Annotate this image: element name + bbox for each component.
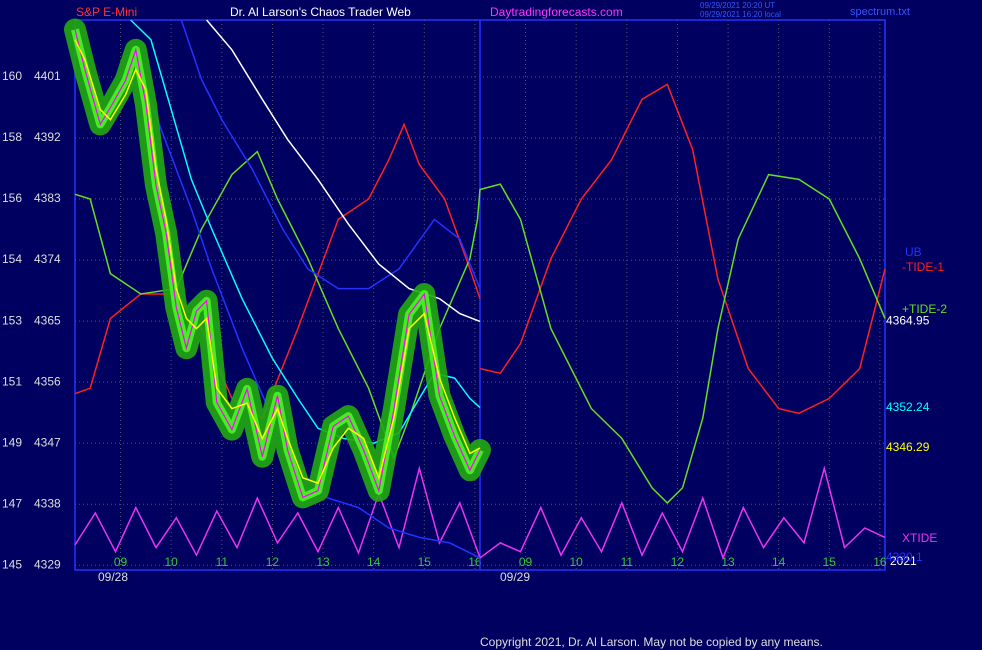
x-tick-label: 10 bbox=[165, 555, 179, 569]
series-line bbox=[74, 83, 886, 420]
y-tick-label: 153 bbox=[2, 313, 22, 327]
y-tick-label: 4356 bbox=[34, 374, 61, 388]
symbol: S&P E-Mini bbox=[76, 5, 137, 19]
y-tick-label: 4365 bbox=[34, 313, 61, 327]
copyright: Copyright 2021, Dr. Al Larson. May not b… bbox=[480, 635, 823, 649]
y-tick-label: 154 bbox=[2, 252, 22, 266]
x-tick-label: 11 bbox=[621, 555, 634, 569]
x-tick-label: 11 bbox=[216, 555, 229, 569]
date-label: 09/28 bbox=[98, 570, 128, 584]
price-label: 4364.95 bbox=[886, 314, 930, 328]
price-label: 4330.1 bbox=[886, 550, 923, 564]
series-line bbox=[74, 150, 886, 504]
y-tick-label: 4338 bbox=[34, 496, 61, 510]
series-line bbox=[74, 39, 481, 485]
series-line bbox=[206, 19, 481, 323]
y-tick-label: 4383 bbox=[34, 191, 61, 205]
x-tick-label: 12 bbox=[266, 555, 280, 569]
timestamp: 09/29/2021 20:20 UT bbox=[700, 1, 775, 10]
y-tick-label: 4392 bbox=[34, 130, 61, 144]
file-name: spectrum.txt bbox=[850, 6, 910, 18]
y-tick-label: 158 bbox=[2, 130, 22, 144]
y-tick-label: 4329 bbox=[34, 557, 61, 571]
y-tick-label: 160 bbox=[2, 69, 22, 83]
x-tick-label: 09 bbox=[519, 555, 533, 569]
price-label: 4346.29 bbox=[886, 440, 930, 454]
y-tick-label: 4347 bbox=[34, 435, 61, 449]
x-tick-label: 12 bbox=[671, 555, 685, 569]
price-label: 4352.24 bbox=[886, 400, 930, 414]
x-tick-label: 09 bbox=[114, 555, 128, 569]
x-tick-label: 13 bbox=[316, 555, 330, 569]
series-line bbox=[180, 19, 481, 290]
x-tick-label: 13 bbox=[721, 555, 735, 569]
y-tick-label: 145 bbox=[2, 557, 22, 571]
legend-label: +TIDE-2 bbox=[902, 302, 947, 316]
site: Daytradingforecasts.com bbox=[490, 5, 623, 19]
timestamp: 09/29/2021 16:20 local bbox=[700, 10, 781, 19]
y-tick-label: 149 bbox=[2, 435, 22, 449]
x-tick-label: 14 bbox=[772, 555, 786, 569]
chart-title: Dr. Al Larson's Chaos Trader Web bbox=[230, 5, 411, 19]
y-tick-label: 147 bbox=[2, 496, 22, 510]
x-tick-label: 16 bbox=[468, 555, 482, 569]
x-tick-label: 14 bbox=[367, 555, 381, 569]
y-tick-label: 156 bbox=[2, 191, 22, 205]
legend-label: UB bbox=[905, 245, 922, 259]
x-tick-label: 15 bbox=[418, 555, 432, 569]
y-tick-label: 151 bbox=[2, 374, 22, 388]
legend-label: -TIDE-1 bbox=[902, 260, 944, 274]
series-line bbox=[74, 29, 481, 499]
date-label: 09/29 bbox=[500, 570, 530, 584]
x-tick-label: 15 bbox=[823, 555, 837, 569]
x-tick-label: 16 bbox=[873, 555, 887, 569]
legend-label: XTIDE bbox=[902, 531, 937, 545]
x-tick-label: 10 bbox=[570, 555, 584, 569]
y-tick-label: 4401 bbox=[34, 69, 61, 83]
year: 2021 bbox=[890, 554, 917, 568]
y-tick-label: 4374 bbox=[34, 252, 61, 266]
plot: 145 4329 147 4338 149 4347 151 4356 153 4365 154 43… bbox=[2, 18, 947, 571]
